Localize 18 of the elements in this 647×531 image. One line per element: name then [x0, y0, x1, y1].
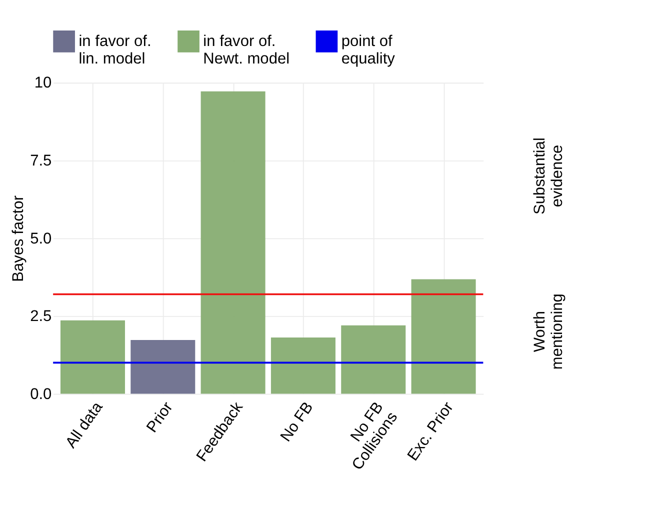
legend-label: in favor of. lin. model — [78, 33, 152, 68]
y-tick-label: 7.5 — [30, 152, 52, 170]
bar — [341, 325, 406, 394]
y-axis-title: Bayes factor — [10, 195, 27, 282]
text: Worth mentioning — [532, 294, 566, 370]
bar — [60, 320, 125, 394]
legend-label: point of equality — [341, 33, 396, 68]
bar — [411, 279, 476, 394]
y-tick-label: 10 — [34, 74, 52, 92]
bar — [200, 91, 266, 394]
text: Substantial evidence — [532, 138, 566, 214]
y-tick-label: 5.0 — [30, 230, 52, 248]
bar — [270, 337, 336, 394]
legend-label: in favor of. Newt. model — [203, 33, 290, 68]
bar — [130, 340, 196, 394]
x-tick-label: No FB — [277, 399, 317, 445]
y-tick-label: 0.0 — [30, 386, 52, 403]
y-tick-label: 2.5 — [30, 308, 52, 326]
